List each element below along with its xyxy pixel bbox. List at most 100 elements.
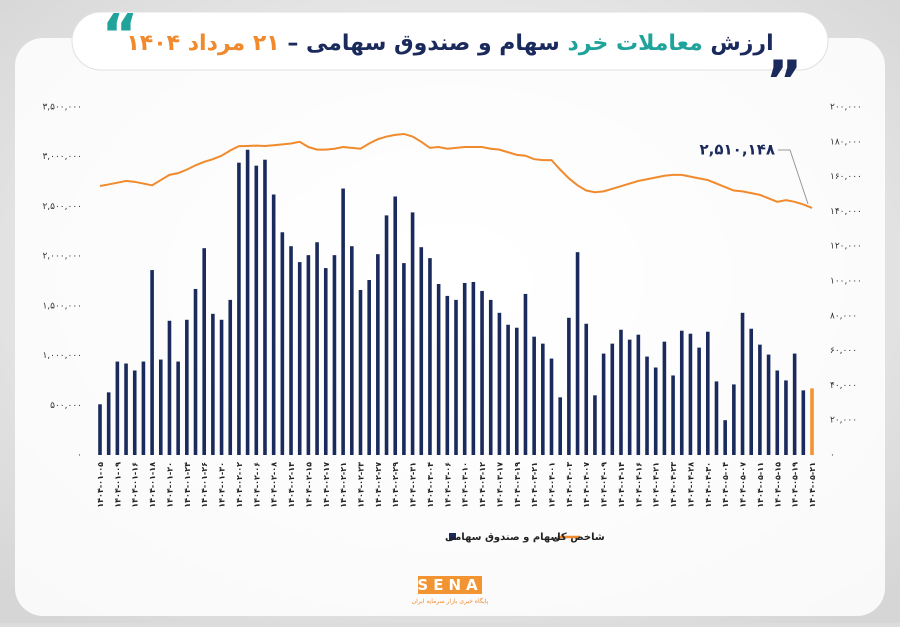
- y2-tick-label: ۸۰,۰۰۰: [830, 311, 857, 321]
- x-tick-label: ۱۴۰۴-۰۴-۱۴: [617, 462, 626, 508]
- x-tick-label: ۱۴۰۴-۰۳-۱۹: [513, 462, 522, 508]
- bar: [176, 361, 180, 455]
- y-tick-label: ۱,۵۰۰,۰۰۰: [42, 301, 82, 311]
- x-tick-label: ۱۴۰۴-۰۵-۰۷: [739, 462, 748, 508]
- bar: [445, 295, 450, 455]
- title-part: –: [287, 31, 298, 56]
- x-tick-label: ۱۴۰۴-۰۵-۰۴: [721, 462, 730, 508]
- x-tick-label: ۱۴۰۴-۰۲-۲۱: [339, 462, 348, 508]
- bar: [749, 328, 754, 455]
- y-tick-label: ۲,۰۰۰,۰۰۰: [42, 252, 82, 262]
- annotation: ۲,۵۱۰,۱۴۸: [700, 141, 775, 159]
- x-tick-label: ۱۴۰۴-۰۴-۲۸: [686, 462, 695, 508]
- bar: [454, 299, 458, 455]
- bar: [202, 248, 206, 455]
- y2-tick-label: ۱۸۰,۰۰۰: [830, 137, 862, 147]
- bar: [323, 268, 328, 455]
- bar: [211, 313, 215, 455]
- bar: [358, 289, 363, 455]
- bar: [636, 334, 641, 455]
- x-tick-label: ۱۴۰۴-۰۱-۲۰: [165, 462, 174, 508]
- x-tick-label: ۱۴۰۴-۰۱-۲۴: [183, 462, 192, 508]
- bar: [132, 370, 137, 455]
- x-tick-label: ۱۴۰۴-۰۴-۲۳: [669, 462, 678, 508]
- y-tick-label: ۱,۰۰۰,۰۰۰: [42, 351, 82, 361]
- legend-label: شاخص کل: [552, 532, 605, 543]
- bar: [567, 317, 571, 455]
- y2-tick-label: ۱۲۰,۰۰۰: [830, 242, 862, 252]
- x-tick-label: ۱۴۰۴-۰۳-۱۲: [478, 462, 487, 508]
- y2-tick-label: ۱۰۰,۰۰۰: [830, 277, 862, 287]
- x-tick-label: ۱۴۰۴-۰۲-۲۷: [374, 462, 383, 508]
- bar: [688, 333, 693, 455]
- y2-tick-label: ۱۶۰,۰۰۰: [830, 172, 862, 182]
- x-tick-label: ۱۴۰۴-۰۵-۱۵: [773, 462, 782, 508]
- y-tick-label: ۰: [77, 451, 82, 461]
- bar: [271, 194, 276, 456]
- bar: [653, 367, 658, 455]
- bar: [801, 390, 806, 455]
- bar: [462, 282, 467, 455]
- x-tick-label: ۱۴۰۴-۰۴-۱۶: [634, 462, 643, 508]
- bar: [610, 343, 615, 455]
- y2-tick-label: ۲۰۰,۰۰۰: [830, 103, 862, 113]
- bar: [558, 397, 562, 455]
- bar: [497, 312, 502, 455]
- x-tick-label: ۱۴۰۴-۰۲-۰۸: [270, 462, 279, 508]
- x-tick-label: ۱۴۰۴-۰۲-۲۹: [391, 462, 400, 508]
- bar: [436, 283, 441, 455]
- x-tick-label: ۱۴۰۴-۰۴-۰۷: [582, 462, 591, 508]
- x-tick-label: ۱۴۰۴-۰۱-۱۸: [148, 462, 157, 508]
- bar: [219, 319, 224, 455]
- bar: [792, 353, 797, 455]
- bar: [619, 329, 623, 455]
- x-tick-label: ۱۴۰۴-۰۲-۰۶: [252, 462, 261, 508]
- x-tick-label: ۱۴۰۴-۰۴-۰۹: [600, 462, 609, 508]
- bar: [480, 290, 484, 455]
- bar: [766, 354, 771, 455]
- annotation-leader: [778, 149, 809, 205]
- title-part: سهام و صندوق سهامی: [306, 31, 560, 56]
- quote-mark: “: [102, 3, 139, 68]
- bar: [706, 331, 710, 455]
- y-tick-label: ۳,۵۰۰,۰۰۰: [42, 103, 82, 113]
- title-part: ۲۱ مرداد ۱۴۰۴: [126, 31, 279, 56]
- bar: [297, 262, 302, 455]
- bar: [506, 324, 510, 455]
- y2-tick-label: ۶۰,۰۰۰: [830, 346, 857, 356]
- bar: [541, 343, 545, 455]
- x-tick-label: ۱۴۰۴-۰۲-۱۷: [322, 462, 331, 508]
- x-tick-label: ۱۴۰۴-۰۳-۱۰: [461, 462, 470, 508]
- quote-mark: „: [767, 19, 804, 84]
- x-tick-label: ۱۴۰۴-۰۵-۱۱: [756, 462, 765, 508]
- bar: [740, 312, 745, 455]
- legend-marker: [449, 533, 456, 540]
- x-tick-label: ۱۴۰۴-۰۳-۰۶: [443, 462, 452, 508]
- bar: [645, 356, 649, 455]
- bar: [254, 165, 259, 456]
- bar: [402, 263, 406, 455]
- bar: [332, 255, 337, 455]
- bar: [141, 361, 146, 455]
- logo-text: SENA: [417, 576, 482, 594]
- bar: [106, 392, 111, 455]
- bar: [732, 384, 736, 455]
- x-tick-label: ۱۴۰۴-۰۵-۱۹: [791, 462, 800, 508]
- bar: [193, 288, 198, 455]
- panel: [15, 38, 885, 616]
- x-tick-label: ۱۴۰۴-۰۱-۲۶: [200, 462, 209, 508]
- bar: [263, 159, 267, 455]
- x-tick-label: ۱۴۰۴-۰۴-۰۱: [548, 462, 557, 508]
- bar: [784, 380, 788, 455]
- x-tick-label: ۱۴۰۴-۰۵-۲۱: [808, 462, 817, 508]
- bar: [679, 330, 684, 455]
- x-tick-label: ۱۴۰۴-۰۲-۲۳: [356, 462, 365, 508]
- y2-tick-label: ۱۴۰,۰۰۰: [830, 207, 862, 217]
- bar: [488, 299, 493, 455]
- y-tick-label: ۵۰۰,۰۰۰: [50, 401, 82, 411]
- bar: [167, 320, 172, 455]
- x-tick-label: ۱۴۰۴-۰۳-۱۷: [495, 462, 504, 508]
- bar: [671, 375, 675, 455]
- bar: [158, 359, 163, 455]
